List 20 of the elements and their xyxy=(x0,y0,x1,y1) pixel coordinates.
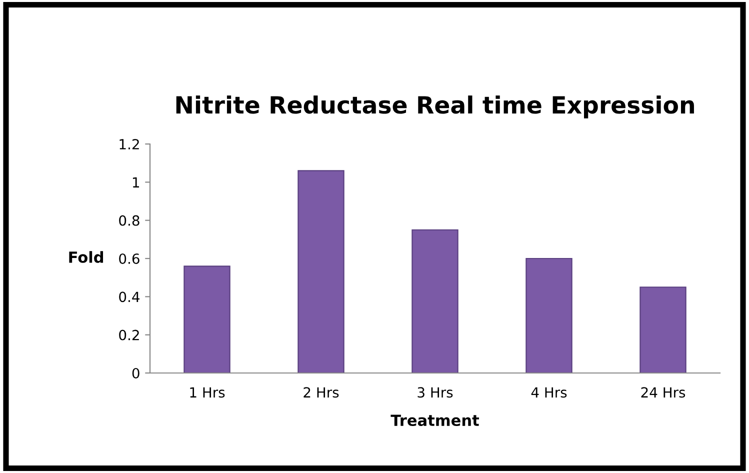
x-axis-title: Treatment xyxy=(390,414,480,426)
x-tick-label: 2 Hrs xyxy=(304,387,339,398)
y-tick-label: 0.6 xyxy=(119,253,140,264)
y-tick-label: 1.2 xyxy=(120,138,139,150)
x-tick-label: 3 Hrs xyxy=(418,387,453,398)
x-tick-label: 4 Hrs xyxy=(531,387,567,398)
chart-title: Nitrite Reductase Real time Expression xyxy=(176,96,694,118)
bar xyxy=(640,286,686,373)
x-tick-label: 24 Hrs xyxy=(641,387,686,398)
y-axis-title: Fold xyxy=(69,251,104,263)
y-tick-label: 0 xyxy=(132,368,140,378)
y-tick-label: 0.2 xyxy=(119,330,139,340)
bar xyxy=(298,170,344,373)
y-tick-label: 0.8 xyxy=(119,215,140,226)
x-tick-label: 1 Hrs xyxy=(190,387,225,398)
bar xyxy=(184,266,230,373)
bar xyxy=(412,229,458,373)
bar xyxy=(526,258,572,373)
y-tick-label: 1 xyxy=(132,177,139,188)
y-tick-label: 0.4 xyxy=(119,292,140,302)
